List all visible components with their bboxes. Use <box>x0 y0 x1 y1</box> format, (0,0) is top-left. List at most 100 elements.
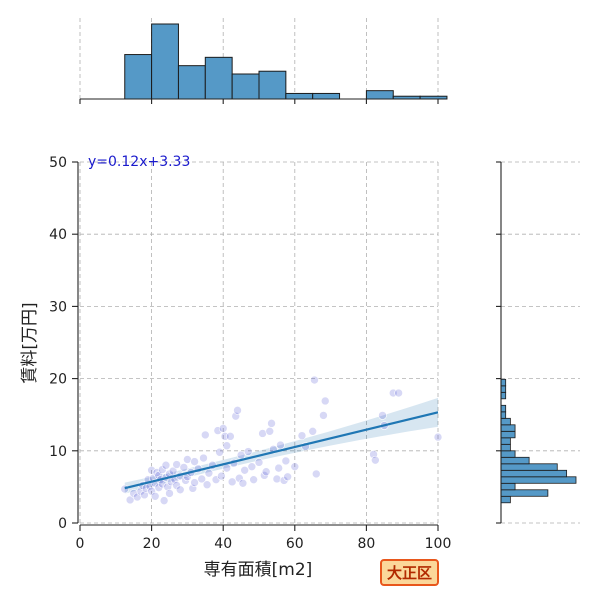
district-badge: 大正区 <box>380 559 440 586</box>
y-histogram-bar <box>500 476 577 484</box>
y-histogram-bar <box>500 385 507 393</box>
x-tick-label: 40 <box>214 536 232 552</box>
scatter-point <box>279 476 289 485</box>
scatter-point <box>202 480 212 490</box>
scatter-point <box>120 484 130 494</box>
x-marginal-axis <box>79 98 439 104</box>
y-histogram-bar <box>500 437 511 445</box>
regression-line <box>124 411 439 490</box>
scatter-point <box>226 432 235 441</box>
scatter-point <box>163 482 173 492</box>
scatter-point <box>243 447 253 456</box>
scatter-point <box>265 427 275 436</box>
x-histogram-bar <box>151 23 179 100</box>
y-histogram-bar <box>500 463 558 471</box>
scatter-point <box>218 424 228 433</box>
scatter-point <box>147 465 156 475</box>
scatter-point <box>308 427 318 436</box>
scatter-point <box>254 458 264 467</box>
x-histogram-bar <box>204 56 233 100</box>
scatter-point <box>290 462 300 471</box>
x-histogram-bar <box>231 73 260 100</box>
x-tick-label: 100 <box>425 536 452 552</box>
x-histogram-bar <box>177 65 206 100</box>
scatter-point <box>297 431 307 440</box>
main-scatter-plot: 0 20 40 60 80 100 0 10 20 30 40 50 y=0.12x+3.33 専有面… <box>20 154 451 580</box>
scatter-point <box>159 496 169 505</box>
scatter-point <box>235 473 244 483</box>
scatter-point <box>168 466 178 476</box>
scatter-point <box>283 472 292 482</box>
y-tick-label: 0 <box>58 516 67 532</box>
scatter-point <box>129 489 138 498</box>
scatter-point <box>140 490 149 500</box>
scatter-point <box>161 460 171 470</box>
y-tick-label: 10 <box>49 444 67 460</box>
scatter-point <box>238 478 248 488</box>
y-histogram-bar <box>500 378 507 387</box>
y-histogram-bar <box>500 411 507 419</box>
y-histogram-bar <box>500 391 507 400</box>
y-histogram-bar <box>500 469 568 478</box>
y-marginal-axis <box>496 161 502 524</box>
y-marginal-histogram <box>496 161 580 524</box>
scatter-point <box>201 430 210 440</box>
scatter-point <box>179 463 189 472</box>
scatter-point <box>183 455 192 464</box>
scatter-point <box>197 474 207 484</box>
scatter-point <box>204 468 214 478</box>
scatter-point <box>165 489 174 498</box>
scatter-point <box>258 429 267 438</box>
y-axis-title: 賃料[万円] <box>20 302 40 383</box>
scatter-point <box>190 478 199 487</box>
scatter-point <box>154 483 164 492</box>
scatter-point <box>272 474 282 484</box>
scatter-point <box>233 406 242 415</box>
scatter-point <box>147 486 156 496</box>
scatter-point <box>281 456 291 466</box>
y-histogram-bar <box>500 450 516 458</box>
scatter-point <box>311 469 321 479</box>
scatter-point <box>175 485 185 495</box>
scatter-point <box>320 396 330 406</box>
scatter-point <box>172 481 181 490</box>
main-grid <box>79 161 439 524</box>
y-histogram-bar <box>500 417 511 426</box>
scatter-point <box>217 471 226 481</box>
y-histogram-bar <box>500 482 516 491</box>
x-marginal-bars <box>124 23 448 100</box>
scatter-point <box>261 467 271 477</box>
scatter-point <box>199 453 208 463</box>
scatter-point <box>378 411 387 420</box>
x-histogram-bar <box>365 90 394 100</box>
scatter-point <box>222 441 232 451</box>
y-histogram-bar <box>500 489 549 497</box>
scatter-point <box>158 465 167 474</box>
scatter-points <box>120 375 443 505</box>
scatter-point <box>240 465 249 475</box>
scatter-point <box>310 375 319 385</box>
scatter-point <box>394 388 403 398</box>
x-histogram-bar <box>258 70 287 100</box>
x-tick-label: 20 <box>143 536 161 552</box>
x-histogram-bar <box>312 92 341 100</box>
y-histogram-bar <box>500 495 511 504</box>
regression-equation: y=0.12x+3.33 <box>88 154 190 170</box>
y-histogram-bar <box>500 443 511 452</box>
y-tick-label: 50 <box>49 155 67 171</box>
scatter-point <box>276 440 285 450</box>
x-histogram-bar <box>124 54 153 100</box>
scatter-point <box>190 457 199 466</box>
scatter-point <box>215 447 224 457</box>
scatter-point <box>274 463 283 473</box>
scatter-point <box>247 462 257 471</box>
scatter-point <box>150 491 160 501</box>
x-histogram-bar <box>285 92 314 100</box>
scatter-point <box>249 475 258 484</box>
scatter-point <box>319 411 328 420</box>
regression-line-group <box>124 411 439 490</box>
y-histogram-bar <box>500 456 530 465</box>
x-tick-label: 0 <box>76 536 85 552</box>
scatter-point <box>267 419 276 428</box>
